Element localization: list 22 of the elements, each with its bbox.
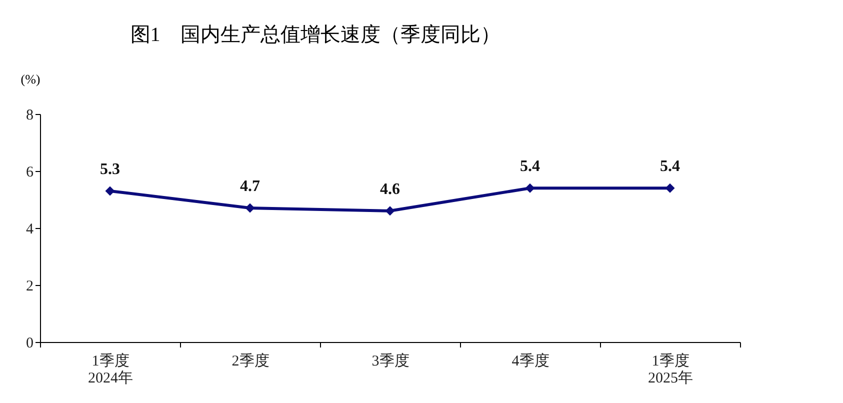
y-tick-label: 8 — [26, 108, 34, 124]
x-tick-label: 3季度 — [372, 352, 410, 370]
y-tick-label: 6 — [26, 164, 34, 180]
data-label: 5.4 — [660, 158, 680, 176]
data-label: 4.6 — [380, 180, 400, 198]
x-tick-label: 4季度 — [512, 352, 550, 370]
data-label: 5.3 — [100, 160, 120, 178]
data-label: 4.7 — [240, 178, 260, 196]
x-tick-label: 2季度 — [232, 352, 270, 370]
y-tick-label: 4 — [26, 222, 34, 238]
x-tick-label: 1季度 2024年 — [88, 352, 133, 386]
y-tick-label: 0 — [26, 336, 34, 352]
point — [245, 203, 255, 213]
y-axis-title: (%) — [20, 72, 40, 86]
point — [105, 186, 115, 196]
point — [385, 206, 395, 216]
point — [525, 183, 535, 193]
data-label: 5.4 — [520, 158, 540, 176]
point — [665, 183, 675, 193]
chart-title: 图1 国内生产总值增长速度（季度同比） — [130, 24, 500, 46]
x-tick-label: 1季度 2025年 — [648, 352, 693, 386]
y-tick-label: 2 — [26, 278, 34, 294]
